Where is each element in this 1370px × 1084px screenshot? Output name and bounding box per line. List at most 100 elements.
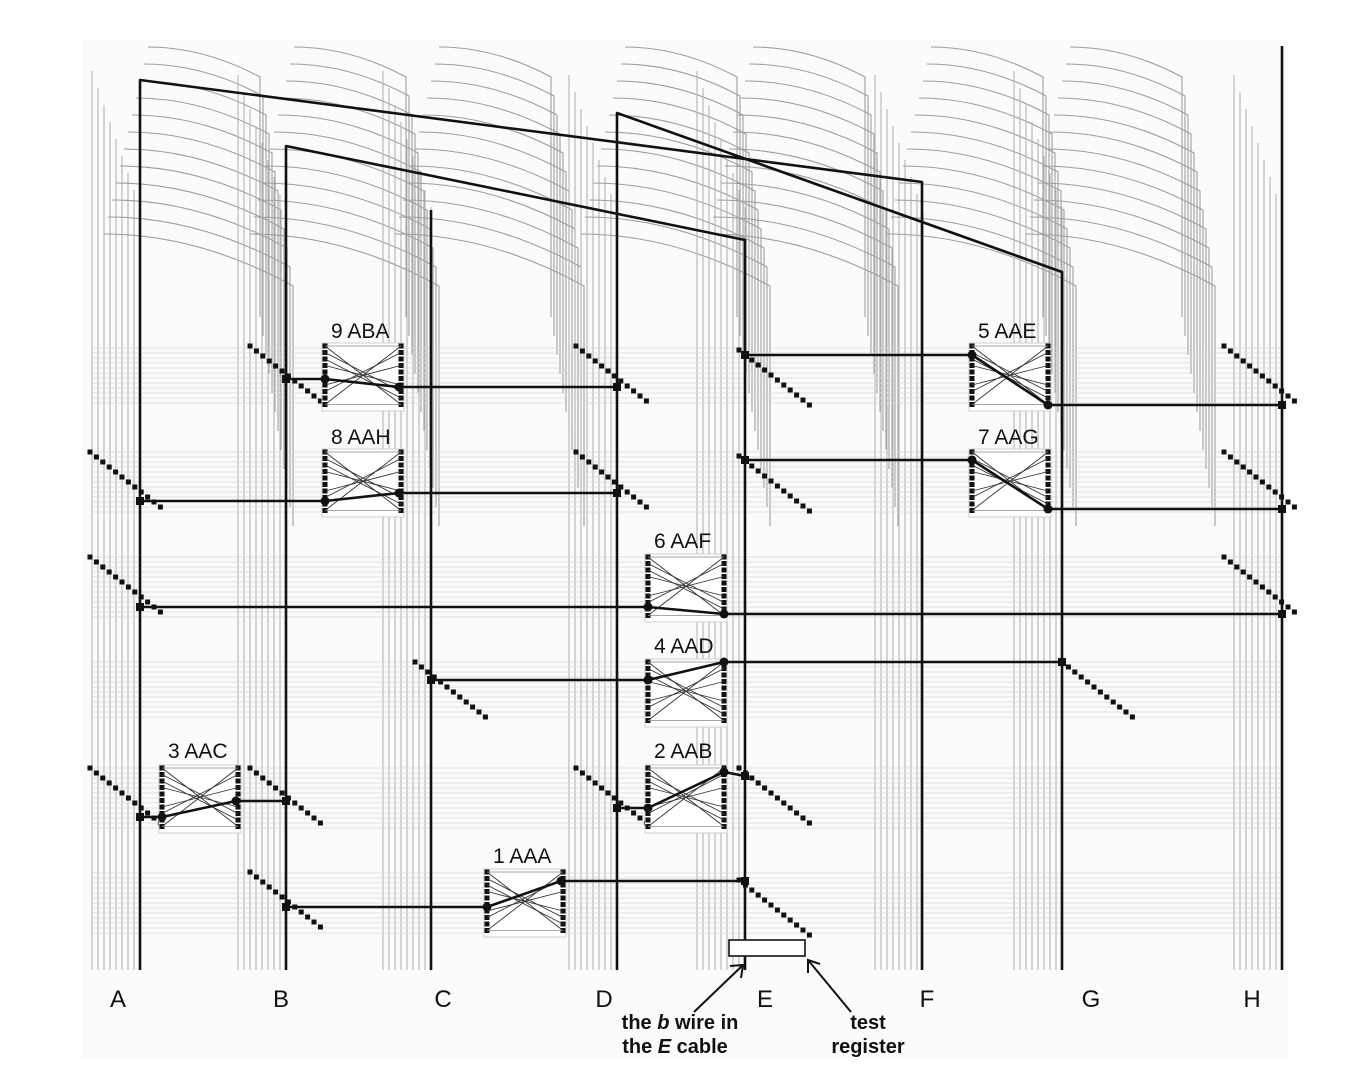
cable-arc bbox=[930, 46, 1044, 317]
diagonal-dot bbox=[599, 469, 605, 475]
drum-label-aaa: 1 AAA bbox=[493, 845, 551, 868]
drum-input-terminal bbox=[969, 475, 975, 481]
diagonal-dot bbox=[1247, 574, 1253, 580]
drum-output-terminal bbox=[721, 567, 727, 573]
drum-output-terminal bbox=[721, 672, 727, 678]
drum-contact bbox=[967, 455, 977, 465]
diagonal-dot bbox=[157, 504, 163, 510]
diagonal-dot bbox=[579, 770, 585, 776]
cable-arc bbox=[744, 80, 872, 355]
drum-wiring bbox=[324, 358, 402, 399]
cable-arc bbox=[624, 46, 738, 317]
connection-node bbox=[136, 497, 144, 505]
drum-input-terminal bbox=[159, 791, 165, 797]
diagonal-dot bbox=[279, 790, 285, 796]
drum-wiring bbox=[647, 774, 725, 814]
diagonal-dot bbox=[298, 383, 304, 389]
menu-wire-aba bbox=[286, 377, 617, 389]
diagonal-dot bbox=[1253, 368, 1259, 374]
cable-arc bbox=[1065, 63, 1186, 336]
connection-node bbox=[282, 797, 290, 805]
diagonal-dot bbox=[444, 684, 450, 690]
diagonal-dot bbox=[305, 810, 311, 816]
drum-input-terminal bbox=[645, 587, 651, 592]
diagonal-dot bbox=[631, 494, 637, 500]
diagonal-dot bbox=[279, 894, 285, 900]
menu-wire-aae bbox=[745, 353, 1282, 407]
cable-arc bbox=[123, 148, 279, 431]
diagonal-dot bbox=[260, 353, 266, 359]
connection-node bbox=[741, 877, 749, 885]
drum-contact bbox=[643, 803, 653, 813]
drum-output-terminal bbox=[1045, 462, 1051, 468]
diagonal-dot bbox=[624, 489, 630, 495]
drum-input-terminal bbox=[322, 482, 328, 487]
connection-node bbox=[741, 351, 749, 359]
drum-input-terminal bbox=[322, 475, 328, 481]
drum-output-terminal bbox=[721, 685, 727, 691]
diagonal-dot bbox=[1065, 664, 1071, 670]
diagonal-dot bbox=[1240, 358, 1246, 364]
diagonal-dot bbox=[298, 909, 304, 915]
column-label-a: A bbox=[110, 986, 126, 1013]
cable-arc bbox=[604, 131, 753, 412]
drum-contact bbox=[1043, 400, 1053, 410]
cable-arc bbox=[131, 114, 273, 393]
diagonal-dot bbox=[145, 599, 151, 605]
column-label-d: D bbox=[595, 986, 612, 1013]
b-wire-label-line2: the E cable bbox=[622, 1036, 728, 1058]
drum-output-terminal bbox=[1045, 475, 1051, 481]
diagonal-dot bbox=[762, 897, 768, 903]
diagonal-dot bbox=[774, 483, 780, 489]
cable-arc bbox=[1049, 131, 1198, 412]
diagonal-board-connections bbox=[87, 343, 1297, 938]
diagonal-dot bbox=[1285, 393, 1291, 399]
diagonal-dot bbox=[292, 800, 298, 806]
diagonal-dot bbox=[749, 887, 755, 893]
thick-menu-wiring bbox=[136, 46, 1286, 970]
cable-arc bbox=[580, 233, 771, 526]
cable-arc bbox=[261, 182, 431, 469]
diagonal-dot bbox=[787, 493, 793, 499]
diagonal-dot bbox=[113, 574, 119, 580]
cable-arc bbox=[748, 63, 869, 336]
cable-arc bbox=[398, 216, 582, 507]
drum-output-terminal bbox=[398, 376, 404, 381]
connection-node bbox=[613, 383, 621, 391]
diagonal-dot bbox=[637, 499, 643, 505]
connection-node bbox=[427, 676, 435, 684]
drum-label-aag: 7 AAG bbox=[978, 426, 1039, 449]
cable-arc bbox=[1025, 233, 1216, 526]
drums-layer: 9 ABA 8 AAH 6 AAF 4 AAD 2 AAB 3 AAC 1 AAA 5 AAE… bbox=[158, 320, 1052, 938]
diagonal-dot bbox=[93, 770, 99, 776]
diagonal-dot bbox=[476, 709, 482, 715]
diagonal-dot bbox=[311, 815, 317, 821]
diagonal-dot bbox=[794, 810, 800, 816]
drum-contact bbox=[719, 767, 729, 777]
drum-aab: 2 AAB bbox=[644, 740, 728, 834]
diagonal-dot bbox=[1227, 348, 1233, 354]
diagonal-dot bbox=[1253, 474, 1259, 480]
cable-a-to-f bbox=[138, 78, 924, 970]
diagonal-dot bbox=[605, 474, 611, 480]
cable-arc bbox=[293, 46, 407, 317]
diagonal-dot bbox=[768, 902, 774, 908]
diagonal-dot bbox=[145, 810, 151, 816]
diagonal-dot bbox=[806, 508, 812, 514]
diagonal-dot bbox=[749, 463, 755, 469]
diagonal-dot bbox=[794, 498, 800, 504]
diagonal-dot bbox=[273, 889, 279, 895]
drum-label-aah: 8 AAH bbox=[331, 426, 391, 449]
diagonal-dot bbox=[1259, 479, 1265, 485]
column-label-c: C bbox=[434, 986, 451, 1013]
diagonal-dot bbox=[438, 679, 444, 685]
drum-label-aad: 4 AAD bbox=[654, 635, 714, 658]
diagonal-dot bbox=[643, 398, 649, 404]
diagonal-dot bbox=[781, 800, 787, 806]
drum-output-terminal bbox=[398, 369, 404, 375]
drum-output-terminal bbox=[721, 580, 727, 586]
diagonal-dot bbox=[1247, 363, 1253, 369]
diagonal-dot bbox=[618, 484, 624, 490]
connection-node bbox=[282, 903, 290, 911]
drum-output-terminal bbox=[1045, 356, 1051, 362]
